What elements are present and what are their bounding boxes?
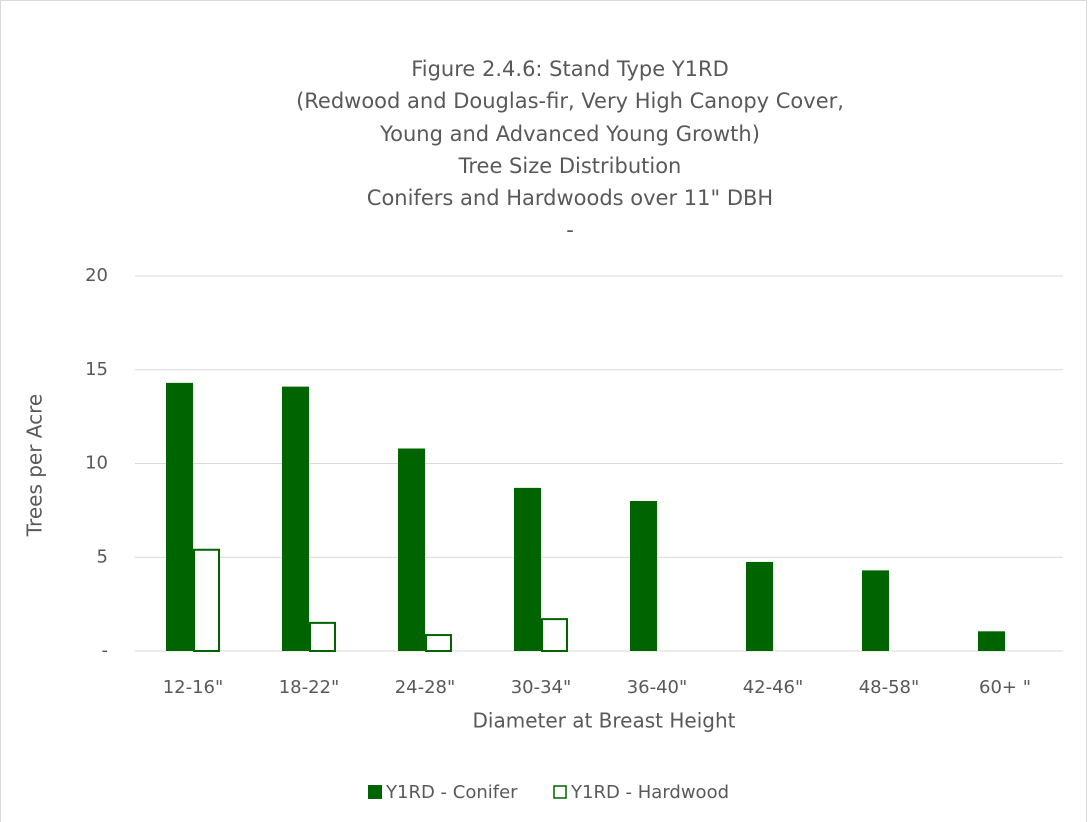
x-tick-label: 18-22"	[279, 677, 340, 698]
y-tick-label: 5	[97, 546, 108, 567]
bar	[630, 501, 657, 651]
bar	[746, 561, 773, 651]
chart-title: Figure 2.4.6: Stand Type Y1RD	[411, 57, 729, 81]
chart-title: Young and Advanced Young Growth)	[379, 122, 760, 146]
x-tick-label: 60+ "	[979, 677, 1031, 698]
x-tick-label: 24-28"	[395, 677, 456, 698]
bar	[978, 631, 1005, 651]
bar	[514, 487, 541, 651]
y-tick-label: 15	[85, 359, 108, 380]
chart-title: Conifers and Hardwoods over 11" DBH	[367, 186, 773, 210]
y-tick-label: -	[102, 640, 109, 661]
bar	[398, 448, 425, 651]
bar	[862, 570, 889, 651]
y-axis-label: Trees per Acre	[23, 394, 47, 537]
bar	[282, 386, 309, 651]
x-tick-label: 12-16"	[163, 677, 224, 698]
bar	[193, 548, 220, 652]
chart-title: (Redwood and Douglas-fir, Very High Cano…	[296, 89, 844, 113]
x-axis-label: Diameter at Breast Height	[473, 709, 736, 733]
y-tick-label: 10	[85, 453, 108, 474]
x-tick-label: 48-58"	[859, 677, 920, 698]
x-tick-label: 30-34"	[511, 677, 572, 698]
x-tick-label: 42-46"	[743, 677, 804, 698]
legend-swatch	[368, 785, 382, 799]
legend-label: Y1RD - Hardwood	[570, 782, 729, 803]
bar	[541, 618, 568, 652]
chart-title: -	[566, 218, 574, 242]
bar	[309, 621, 336, 652]
bar	[425, 634, 452, 652]
x-tick-label: 36-40"	[627, 677, 688, 698]
bar	[166, 382, 193, 651]
legend-swatch	[553, 785, 567, 799]
y-tick-label: 20	[85, 265, 108, 286]
legend-label: Y1RD - Conifer	[385, 782, 518, 803]
chart-title: Tree Size Distribution	[458, 154, 682, 178]
